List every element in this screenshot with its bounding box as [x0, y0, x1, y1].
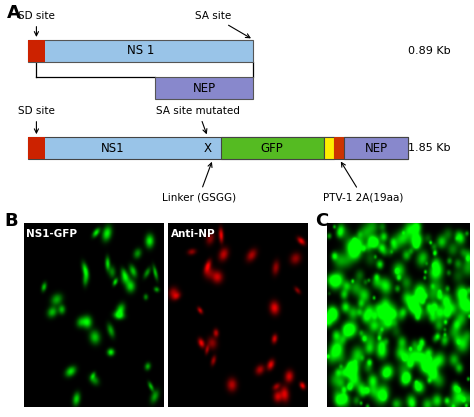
Text: 1.85 Kb: 1.85 Kb [408, 143, 450, 153]
Text: Anti-NP: Anti-NP [171, 229, 216, 239]
Bar [28, 137, 408, 159]
Text: PTV-1 2A(19aa): PTV-1 2A(19aa) [323, 163, 403, 202]
Text: SA site: SA site [195, 11, 250, 38]
Bar [324, 137, 334, 159]
Bar [28, 40, 45, 62]
Text: SD site: SD site [18, 11, 55, 36]
Text: GFP: GFP [261, 142, 283, 155]
Text: NEP: NEP [365, 142, 388, 155]
Text: SA site mutated: SA site mutated [156, 106, 240, 133]
Text: Linker (GSGG): Linker (GSGG) [162, 163, 236, 202]
Bar [28, 40, 45, 62]
Text: B: B [4, 212, 18, 230]
Text: A: A [7, 5, 21, 23]
Bar [28, 40, 254, 62]
Text: NS1: NS1 [100, 142, 124, 155]
Text: NS 1: NS 1 [127, 44, 155, 57]
Text: SD site: SD site [18, 106, 55, 133]
Text: NS1-GFP: NS1-GFP [27, 229, 77, 239]
Bar [345, 137, 408, 159]
Bar [220, 137, 324, 159]
Bar [28, 137, 45, 159]
Bar [334, 137, 345, 159]
Text: X: X [204, 142, 212, 155]
Text: NEP: NEP [192, 82, 216, 95]
Text: C: C [315, 212, 328, 230]
Text: NS1-GFP: NS1-GFP [24, 212, 75, 222]
Text: 0.89 Kb: 0.89 Kb [408, 46, 450, 56]
Bar [155, 78, 254, 100]
